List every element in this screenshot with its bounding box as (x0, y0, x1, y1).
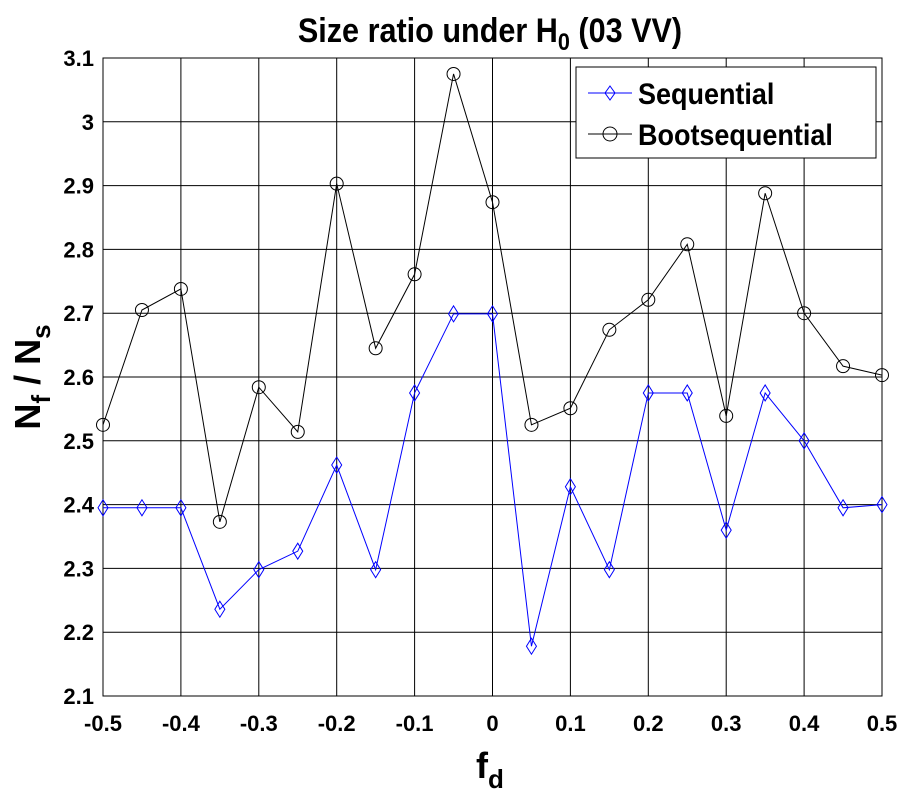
plot-area-frame (102, 57, 883, 697)
data-point-circle (407, 267, 422, 282)
legend-label-bootsequential: Bootsequential (638, 119, 833, 153)
x-axis-label: fd (476, 745, 504, 794)
data-point-circle (758, 186, 773, 201)
data-point-diamond (564, 477, 576, 496)
data-point-diamond (798, 431, 810, 450)
data-point-circle (680, 237, 695, 252)
x-tick-label: -0.1 (396, 711, 434, 736)
x-tick-label: 0.2 (633, 711, 664, 736)
x-tick-label: 0.3 (711, 711, 742, 736)
y-tick-label: 3.1 (63, 46, 94, 71)
data-point-circle (524, 417, 539, 432)
y-tick-label: 2.5 (63, 429, 94, 454)
data-point-circle (797, 306, 812, 321)
data-point-diamond (97, 498, 109, 517)
data-point-diamond (876, 495, 888, 514)
y-tick-label: 2.3 (63, 556, 94, 581)
data-point-diamond (486, 304, 499, 323)
x-tick-label: 0 (486, 711, 498, 736)
data-point-circle (329, 176, 344, 191)
data-point-circle (212, 514, 227, 529)
data-point-circle (173, 281, 188, 296)
data-point-diamond (370, 560, 382, 579)
y-tick-label: 2.8 (63, 237, 94, 262)
legend-label-sequential: Sequential (638, 78, 774, 112)
data-point-diamond (759, 384, 771, 402)
y-tick-label: 2.6 (63, 365, 94, 390)
legend: Sequential Bootsequential (575, 66, 877, 159)
chart-title: Size ratio under H0 (03 VV) (298, 12, 682, 56)
data-point-circle (368, 341, 383, 356)
legend-diamond-marker (604, 85, 616, 101)
x-tick-label: 0.5 (867, 711, 898, 736)
data-point-diamond (214, 600, 226, 619)
series-sequential (97, 304, 888, 656)
data-point-diamond (837, 498, 849, 517)
y-tick-label: 2.2 (63, 620, 94, 645)
x-tick-label: -0.3 (240, 711, 278, 736)
series-line (103, 313, 883, 647)
data-point-diamond (331, 456, 343, 474)
data-point-circle (719, 408, 734, 423)
data-point-circle (563, 401, 578, 416)
data-point-circle (485, 195, 500, 210)
y-tick-label: 3 (82, 110, 94, 135)
data-point-diamond (681, 384, 693, 402)
x-tick-label: 0.1 (555, 711, 586, 736)
y-axis-label: Nf / Ns (7, 324, 56, 429)
data-point-diamond (175, 498, 187, 517)
data-point-circle (251, 380, 266, 395)
y-tick-label: 2.1 (63, 684, 94, 709)
series-bootsequential (96, 66, 889, 529)
data-point-diamond (720, 521, 732, 540)
data-point-diamond (253, 560, 265, 579)
data-point-circle (446, 66, 461, 81)
x-tick-label: -0.2 (318, 711, 356, 736)
y-tick-label: 2.4 (63, 493, 94, 518)
data-point-circle (602, 322, 617, 337)
data-point-circle (641, 292, 656, 307)
data-point-circle (134, 303, 149, 318)
data-point-circle (96, 417, 110, 432)
x-tick-label: -0.4 (162, 711, 201, 736)
data-point-diamond (603, 560, 615, 579)
data-point-diamond (642, 384, 654, 402)
data-point-diamond (136, 498, 148, 517)
data-point-diamond (409, 384, 421, 402)
legend-circle-marker (602, 126, 618, 142)
series-line (102, 73, 883, 522)
y-tick-label: 2.7 (63, 301, 94, 326)
data-point-diamond (292, 542, 304, 561)
data-point-circle (836, 359, 851, 374)
data-point-diamond (525, 637, 538, 656)
legend-box (575, 66, 877, 159)
y-tick-label: 2.9 (63, 174, 94, 199)
x-tick-label: 0.4 (789, 711, 820, 736)
data-point-circle (290, 424, 305, 439)
data-point-circle (875, 368, 889, 383)
data-point-diamond (447, 304, 460, 323)
x-tick-label: -0.5 (84, 711, 122, 736)
